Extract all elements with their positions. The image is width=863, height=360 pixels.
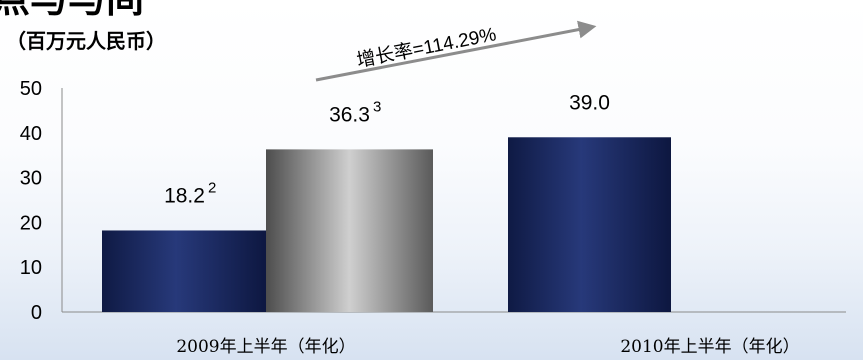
y-tick-label: 30 <box>20 168 42 190</box>
y-tick-label: 0 <box>31 302 42 324</box>
footnote-marker: 2 <box>208 179 216 196</box>
bar-value-label: 18.2 <box>164 184 205 207</box>
category-labels: 2009年上半年（年化） 2010年上半年（年化） <box>176 337 799 357</box>
bar-value-label: 39.0 <box>569 91 610 114</box>
footnote-marker: 3 <box>373 98 381 115</box>
unit-label: （百万元人民币） <box>6 29 166 53</box>
y-tick-label: 50 <box>20 78 42 100</box>
bar-gray <box>266 149 433 312</box>
bar-navy <box>102 230 267 312</box>
y-tick-label: 40 <box>20 123 42 145</box>
category-label: 2010年上半年（年化） <box>620 337 799 357</box>
chart-title: 点与与间 <box>0 0 144 21</box>
bar-navy <box>508 137 671 312</box>
y-tick-label: 20 <box>20 212 42 234</box>
bar-value-label: 36.3 <box>329 103 370 126</box>
category-label: 2009年上半年（年化） <box>176 337 355 357</box>
growth-arrow <box>315 20 597 82</box>
growth-rate-label: 增长率=114.29% <box>355 23 498 72</box>
data-labels: 18.2 2 36.3 3 39.0 <box>164 91 610 207</box>
bar-group <box>102 137 671 312</box>
y-tick-label: 10 <box>20 257 42 279</box>
y-axis-ticks: 0 10 20 30 40 50 <box>20 78 42 324</box>
